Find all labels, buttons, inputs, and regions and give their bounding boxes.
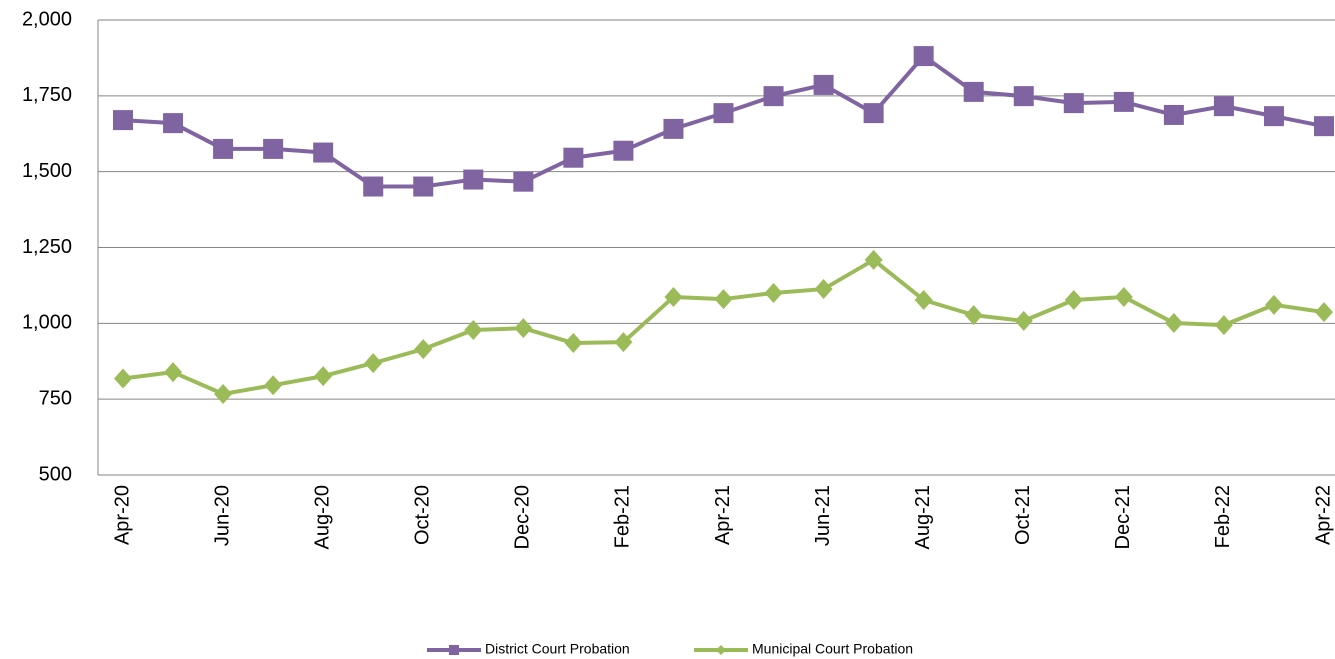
x-tick-label: Oct-21: [1012, 485, 1034, 545]
marker: [813, 74, 834, 95]
marker: [614, 332, 633, 353]
x-tick-label: Dec-21: [1112, 485, 1134, 549]
marker: [1114, 286, 1133, 307]
x-tick-label: Oct-20: [412, 485, 434, 545]
marker: [413, 176, 434, 197]
marker: [414, 339, 433, 360]
marker: [1263, 106, 1284, 127]
x-tick-label: Jun-21: [812, 485, 834, 546]
marker: [313, 142, 334, 163]
marker: [264, 375, 283, 396]
marker: [1214, 315, 1233, 336]
marker: [1163, 104, 1184, 125]
marker: [514, 318, 533, 339]
legend-marker: [716, 645, 726, 655]
x-tick-label: Apr-21: [712, 485, 734, 545]
marker: [663, 118, 684, 139]
marker: [864, 249, 883, 270]
y-tick-label: 2,000: [22, 8, 72, 30]
legend-item: Municipal Court Probation: [694, 641, 913, 657]
marker: [1064, 289, 1083, 310]
marker: [714, 289, 733, 310]
marker: [763, 86, 784, 107]
marker: [1113, 91, 1134, 112]
legend-item: District Court Probation: [427, 641, 630, 657]
marker: [114, 368, 132, 389]
marker: [1315, 302, 1333, 323]
x-tick-label: Feb-22: [1212, 485, 1234, 548]
y-tick-label: 1,750: [22, 84, 72, 106]
y-tick-label: 750: [39, 387, 72, 409]
marker: [963, 81, 984, 102]
marker: [1314, 116, 1334, 137]
marker: [564, 333, 583, 354]
marker: [814, 279, 833, 300]
y-tick-label: 1,250: [22, 236, 72, 258]
marker: [263, 138, 284, 159]
x-tick-label: Aug-20: [311, 485, 333, 550]
marker: [464, 320, 483, 341]
marker: [213, 138, 234, 159]
x-tick-label: Jun-20: [211, 485, 233, 546]
marker: [664, 286, 683, 307]
marker: [713, 103, 734, 124]
x-tick-label: Aug-21: [912, 485, 934, 550]
marker: [1264, 294, 1283, 315]
marker: [163, 113, 184, 134]
marker: [1164, 313, 1183, 334]
marker: [113, 110, 133, 131]
marker: [914, 289, 933, 310]
marker: [964, 305, 983, 326]
marker: [613, 140, 634, 161]
marker: [364, 353, 383, 374]
legend-label: Municipal Court Probation: [752, 641, 913, 657]
x-tick-label: Feb-21: [612, 485, 634, 548]
series-line: [122, 257, 1325, 397]
marker: [863, 103, 884, 124]
y-tick-label: 1,000: [22, 312, 72, 334]
marker: [513, 171, 534, 192]
marker: [764, 283, 783, 303]
y-tick-label: 500: [39, 463, 72, 485]
marker: [314, 366, 333, 387]
y-tick-label: 1,500: [22, 160, 72, 182]
marker: [164, 362, 183, 383]
x-tick-label: Apr-22: [1312, 485, 1334, 545]
marker: [563, 147, 584, 168]
marker: [1013, 86, 1034, 107]
marker: [1014, 310, 1033, 331]
marker: [363, 176, 384, 197]
legend-label: District Court Probation: [485, 641, 630, 657]
marker: [913, 46, 934, 67]
x-tick-label: Apr-20: [111, 485, 133, 545]
marker: [1063, 93, 1084, 114]
marker: [214, 384, 233, 405]
x-tick-label: Dec-20: [512, 485, 534, 549]
marker: [463, 169, 484, 190]
legend-marker: [449, 645, 459, 655]
marker: [1213, 96, 1234, 117]
